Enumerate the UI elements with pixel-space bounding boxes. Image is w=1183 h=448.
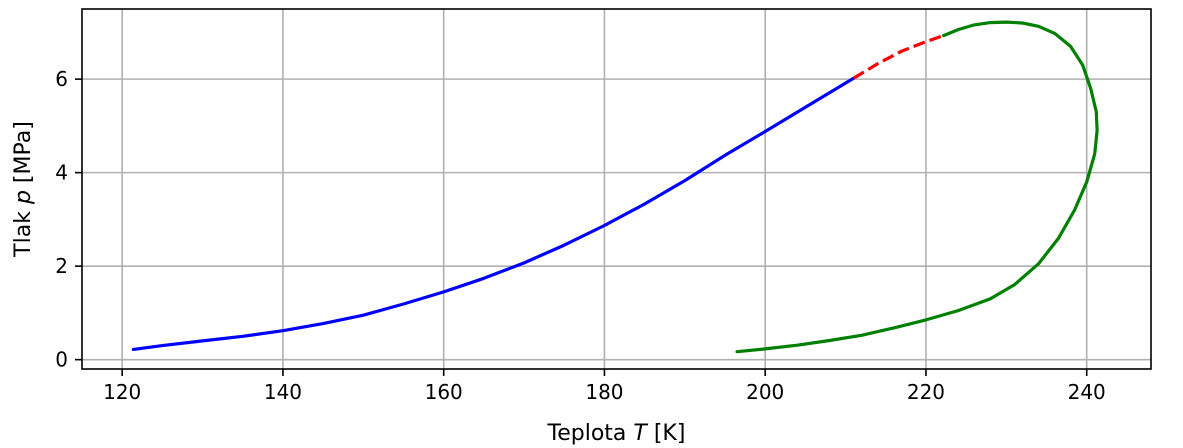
- plot-series: [131, 20, 1099, 354]
- x-axis-label-prefix: Teplota: [547, 421, 634, 446]
- series-line-2: [852, 34, 945, 80]
- x-axis-label-suffix: [K]: [647, 421, 686, 446]
- series-line-1: [131, 76, 856, 351]
- series-line-3: [735, 20, 1099, 354]
- grid: [82, 9, 1151, 369]
- x-axis-label-symbol: T: [633, 421, 648, 446]
- x-tick-label: 220: [907, 380, 945, 404]
- y-axis-label-prefix: Tlak: [11, 204, 36, 258]
- x-tick-label: 240: [1068, 380, 1106, 404]
- y-tick-label: 0: [55, 348, 68, 372]
- y-tick-label: 2: [55, 254, 68, 278]
- y-axis-label-suffix: [MPa]: [11, 121, 36, 190]
- y-axis-label: Tlak p [MPa]: [11, 121, 36, 258]
- x-tick-label: 120: [103, 380, 141, 404]
- plot-frame: [81, 8, 1152, 370]
- x-axis-label: Teplota T [K]: [547, 421, 686, 446]
- x-axis-ticks: 120 140 160 180 200 220 240: [103, 369, 1106, 404]
- x-tick-label: 140: [264, 380, 302, 404]
- y-axis-ticks: 0 2 4 6: [55, 67, 82, 372]
- y-axis-label-symbol: p: [11, 190, 36, 205]
- x-tick-label: 180: [585, 380, 623, 404]
- x-tick-label: 160: [425, 380, 463, 404]
- y-tick-label: 4: [55, 161, 68, 185]
- y-tick-label: 6: [55, 67, 68, 91]
- x-tick-label: 200: [746, 380, 784, 404]
